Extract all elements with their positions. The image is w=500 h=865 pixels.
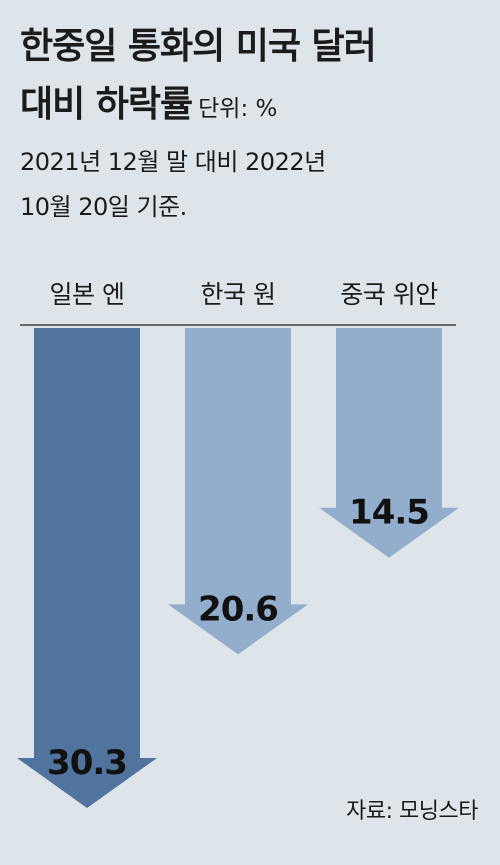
value-label-2: 14.5 <box>349 493 429 533</box>
chart-subtitle: 2021년 12월 말 대비 2022년 10월 20일 기준. <box>20 140 480 230</box>
unit-label: 단위: % <box>198 96 278 122</box>
category-label-1: 한국 원 <box>201 280 276 309</box>
subtitle-line-2: 10월 20일 기준. <box>20 193 187 221</box>
arrow-bar-1 <box>168 328 308 655</box>
value-label-1: 20.6 <box>198 589 278 629</box>
title-line-1: 한중일 통화의 미국 달러 <box>20 26 377 67</box>
source-note: 자료: 모닝스타 <box>346 799 478 824</box>
chart-title: 한중일 통화의 미국 달러 대비 하락률 단위: % <box>20 18 490 138</box>
category-label-0: 일본 엔 <box>50 280 125 309</box>
arrow-bar-2 <box>319 328 459 558</box>
value-label-0: 30.3 <box>47 743 127 783</box>
title-line-2-text: 대비 하락률 <box>20 84 193 125</box>
subtitle-line-1: 2021년 12월 말 대비 2022년 <box>20 148 326 176</box>
title-line-2: 대비 하락률 단위: % <box>20 76 490 138</box>
chart-marks: 일본 엔 30.3 한국 원 20.6 중국 위안 14.5 <box>17 280 459 808</box>
category-label-2: 중국 위안 <box>340 280 438 309</box>
arrow-bar-0 <box>17 328 157 808</box>
